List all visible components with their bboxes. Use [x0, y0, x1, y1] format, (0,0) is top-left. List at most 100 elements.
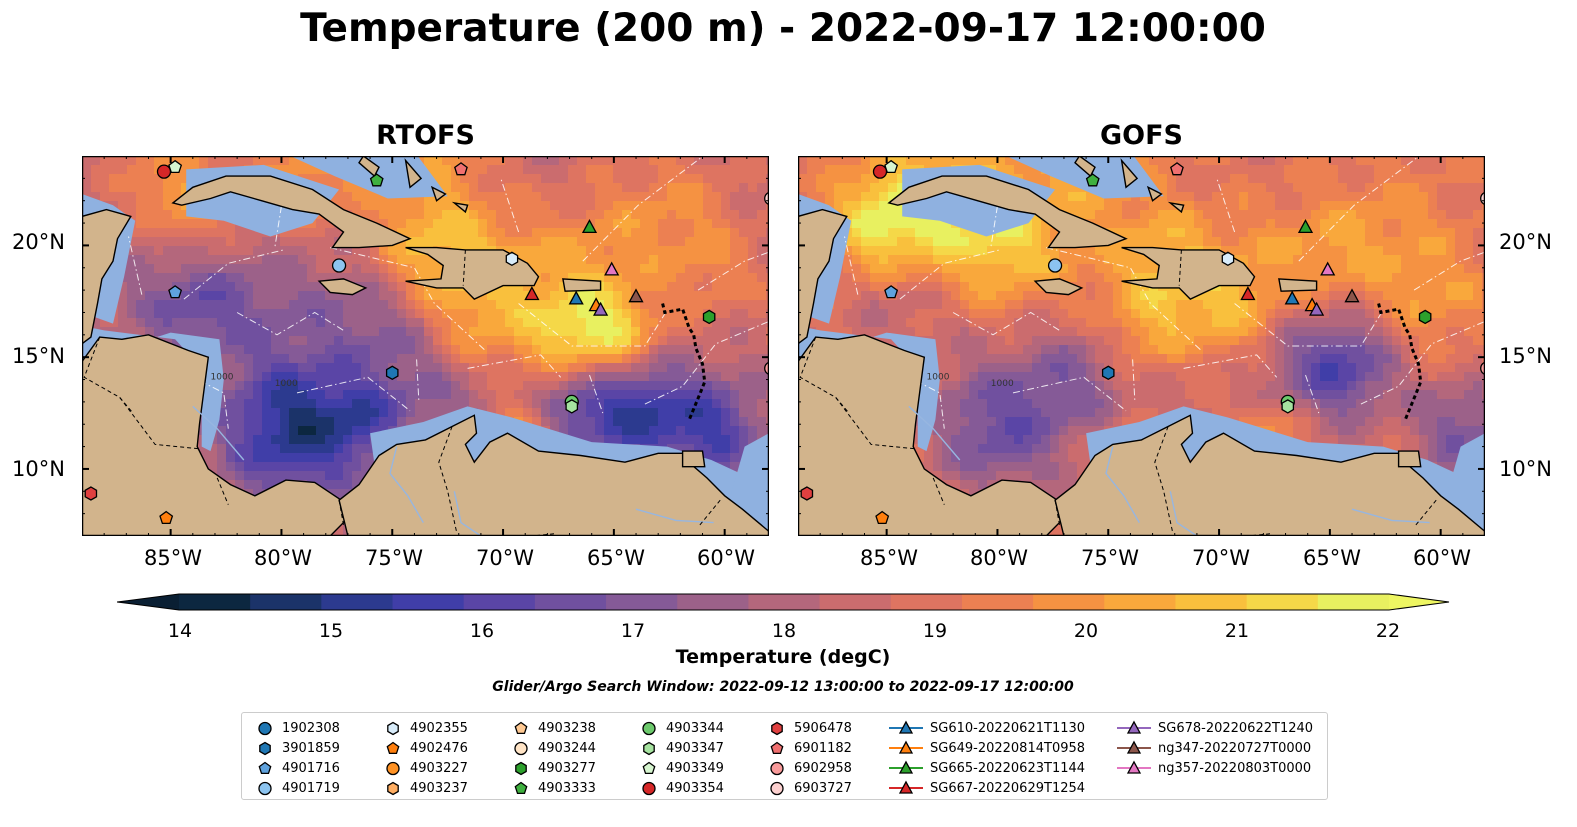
legend-marker-shape: [898, 760, 914, 774]
legend-item: 4903277: [510, 758, 596, 778]
legend-label: 4903349: [666, 760, 724, 776]
legend-marker-icon: [770, 761, 784, 776]
legend-label: SG665-20220623T1144: [930, 760, 1086, 776]
legend-marker-icon: [1117, 740, 1151, 754]
legend-item: 4903237: [382, 778, 468, 798]
temperature-colorbar: [117, 593, 1450, 611]
lon-label-65w: 65°W: [587, 546, 645, 570]
legend-item: 4903227: [382, 758, 468, 778]
legend-marker-shape: [387, 781, 399, 796]
obs-marker-4901719: [1047, 258, 1063, 273]
figure-title: Temperature (200 m) - 2022-09-17 12:00:0…: [300, 6, 1266, 51]
lat-label-right-20n: 20°N: [1499, 230, 1552, 254]
obs-marker-4903349: [884, 159, 899, 174]
axis-ticks: [798, 156, 1485, 536]
legend-item: 4903344: [638, 718, 724, 738]
legend-marker-shape: [898, 720, 914, 734]
legend-marker-shape: [642, 781, 656, 796]
legend-item: 6902958: [766, 758, 852, 778]
obs-marker-4902355: [505, 251, 519, 267]
lat-label-left-10n: 10°N: [12, 457, 65, 481]
obs-marker-4903333: [369, 173, 384, 187]
obs-marker-3901859: [1101, 365, 1115, 381]
legend-item: SG610-20220621T1130: [888, 718, 1085, 738]
obs-marker-ng357-20220803T0000: [604, 261, 620, 276]
legend-item: 1902308: [254, 718, 340, 738]
legend-label: 6903727: [794, 780, 852, 796]
legend-marker-shape: [1126, 760, 1142, 774]
legend-marker-shape: [770, 741, 784, 755]
legend-marker-icon: [770, 781, 784, 796]
legend-marker-icon: [889, 760, 923, 774]
colorbar-segment: [1104, 594, 1176, 610]
legend-label: 4901719: [282, 780, 340, 796]
colorbar-tick-22: 22: [1375, 620, 1401, 642]
legend-item: 4903349: [638, 758, 724, 778]
colorbar-segment: [463, 594, 536, 610]
legend-marker-icon: [258, 721, 272, 736]
legend-item: 4901719: [254, 778, 340, 798]
legend-marker-shape: [387, 721, 399, 736]
legend-item: 5906478: [766, 718, 852, 738]
gofs-map[interactable]: 1000 1000: [798, 156, 1485, 536]
colorbar-tick-20: 20: [1073, 620, 1099, 642]
legend-item: ng357-20220803T0000: [1116, 758, 1311, 778]
colorbar-extend-low: [117, 594, 179, 610]
legend-marker-shape: [514, 741, 528, 756]
legend-marker-shape: [514, 721, 528, 735]
legend-marker-icon: [642, 721, 656, 736]
land: [82, 156, 769, 536]
axis-ticks: [82, 156, 769, 536]
legend-label: 4902355: [410, 720, 468, 736]
legend-label: 6902958: [794, 760, 852, 776]
legend-label: 4903277: [538, 760, 596, 776]
legend-marker-shape: [386, 761, 400, 776]
legend-label: 4902476: [410, 740, 468, 756]
colorbar-segment: [606, 594, 678, 610]
legend-marker-icon: [1117, 720, 1151, 734]
obs-marker-4903349: [168, 159, 183, 174]
obs-marker-ng347-20220727T0000: [1344, 288, 1360, 303]
legend-item: SG649-20220814T0958: [888, 738, 1085, 758]
country-borders: [799, 249, 1437, 536]
legend-marker-shape: [259, 741, 271, 756]
legend-item: 4903244: [510, 738, 596, 758]
colorbar-segment: [179, 594, 251, 610]
obs-marker-4903277: [1418, 309, 1432, 325]
lon-label-75w: 75°W: [1081, 546, 1139, 570]
obs-marker-4903354: [156, 164, 172, 179]
obs-marker-SG678-20220622T1240: [593, 301, 609, 316]
obs-marker-4903354: [872, 164, 888, 179]
lat-label-left-20n: 20°N: [12, 230, 65, 254]
lat-label-right-10n: 10°N: [1499, 457, 1552, 481]
legend-marker-icon: [514, 741, 528, 756]
legend-marker-shape: [898, 740, 914, 754]
legend-label: ng357-20220803T0000: [1158, 760, 1312, 776]
obs-marker-4902476: [159, 510, 174, 525]
lon-label-70w: 70°W: [1192, 546, 1250, 570]
obs-marker-4903347: [1281, 399, 1295, 414]
obs-marker-4903347: [565, 399, 579, 414]
legend-label: 4901716: [282, 760, 340, 776]
obs-marker-4901716: [168, 285, 183, 299]
obs-marker-SG667-20220629T1254: [1240, 286, 1256, 301]
legend-item: SG667-20220629T1254: [888, 778, 1085, 798]
lon-label-60w: 60°W: [697, 546, 755, 570]
rtofs-map[interactable]: 1000 1000: [82, 156, 769, 536]
legend-marker-icon: [515, 761, 527, 776]
legend-marker-icon: [889, 740, 923, 754]
obs-marker-SG667-20220629T1254: [524, 286, 540, 301]
legend-label: 1902308: [282, 720, 340, 736]
colorbar-segment: [250, 594, 322, 610]
obs-marker-ng347-20220727T0000: [628, 288, 644, 303]
legend-marker-icon: [386, 741, 400, 755]
colorbar-tick-16: 16: [469, 620, 495, 642]
lon-label-65w: 65°W: [1303, 546, 1361, 570]
colorbar-tick-18: 18: [771, 620, 797, 642]
legend-label: 4903244: [538, 740, 596, 756]
legend-item: 4903333: [510, 778, 596, 798]
obs-marker-4901716: [884, 285, 899, 299]
legend-marker-shape: [1126, 720, 1142, 734]
legend-marker-shape: [1126, 740, 1142, 754]
legend-item: 4903354: [638, 778, 724, 798]
